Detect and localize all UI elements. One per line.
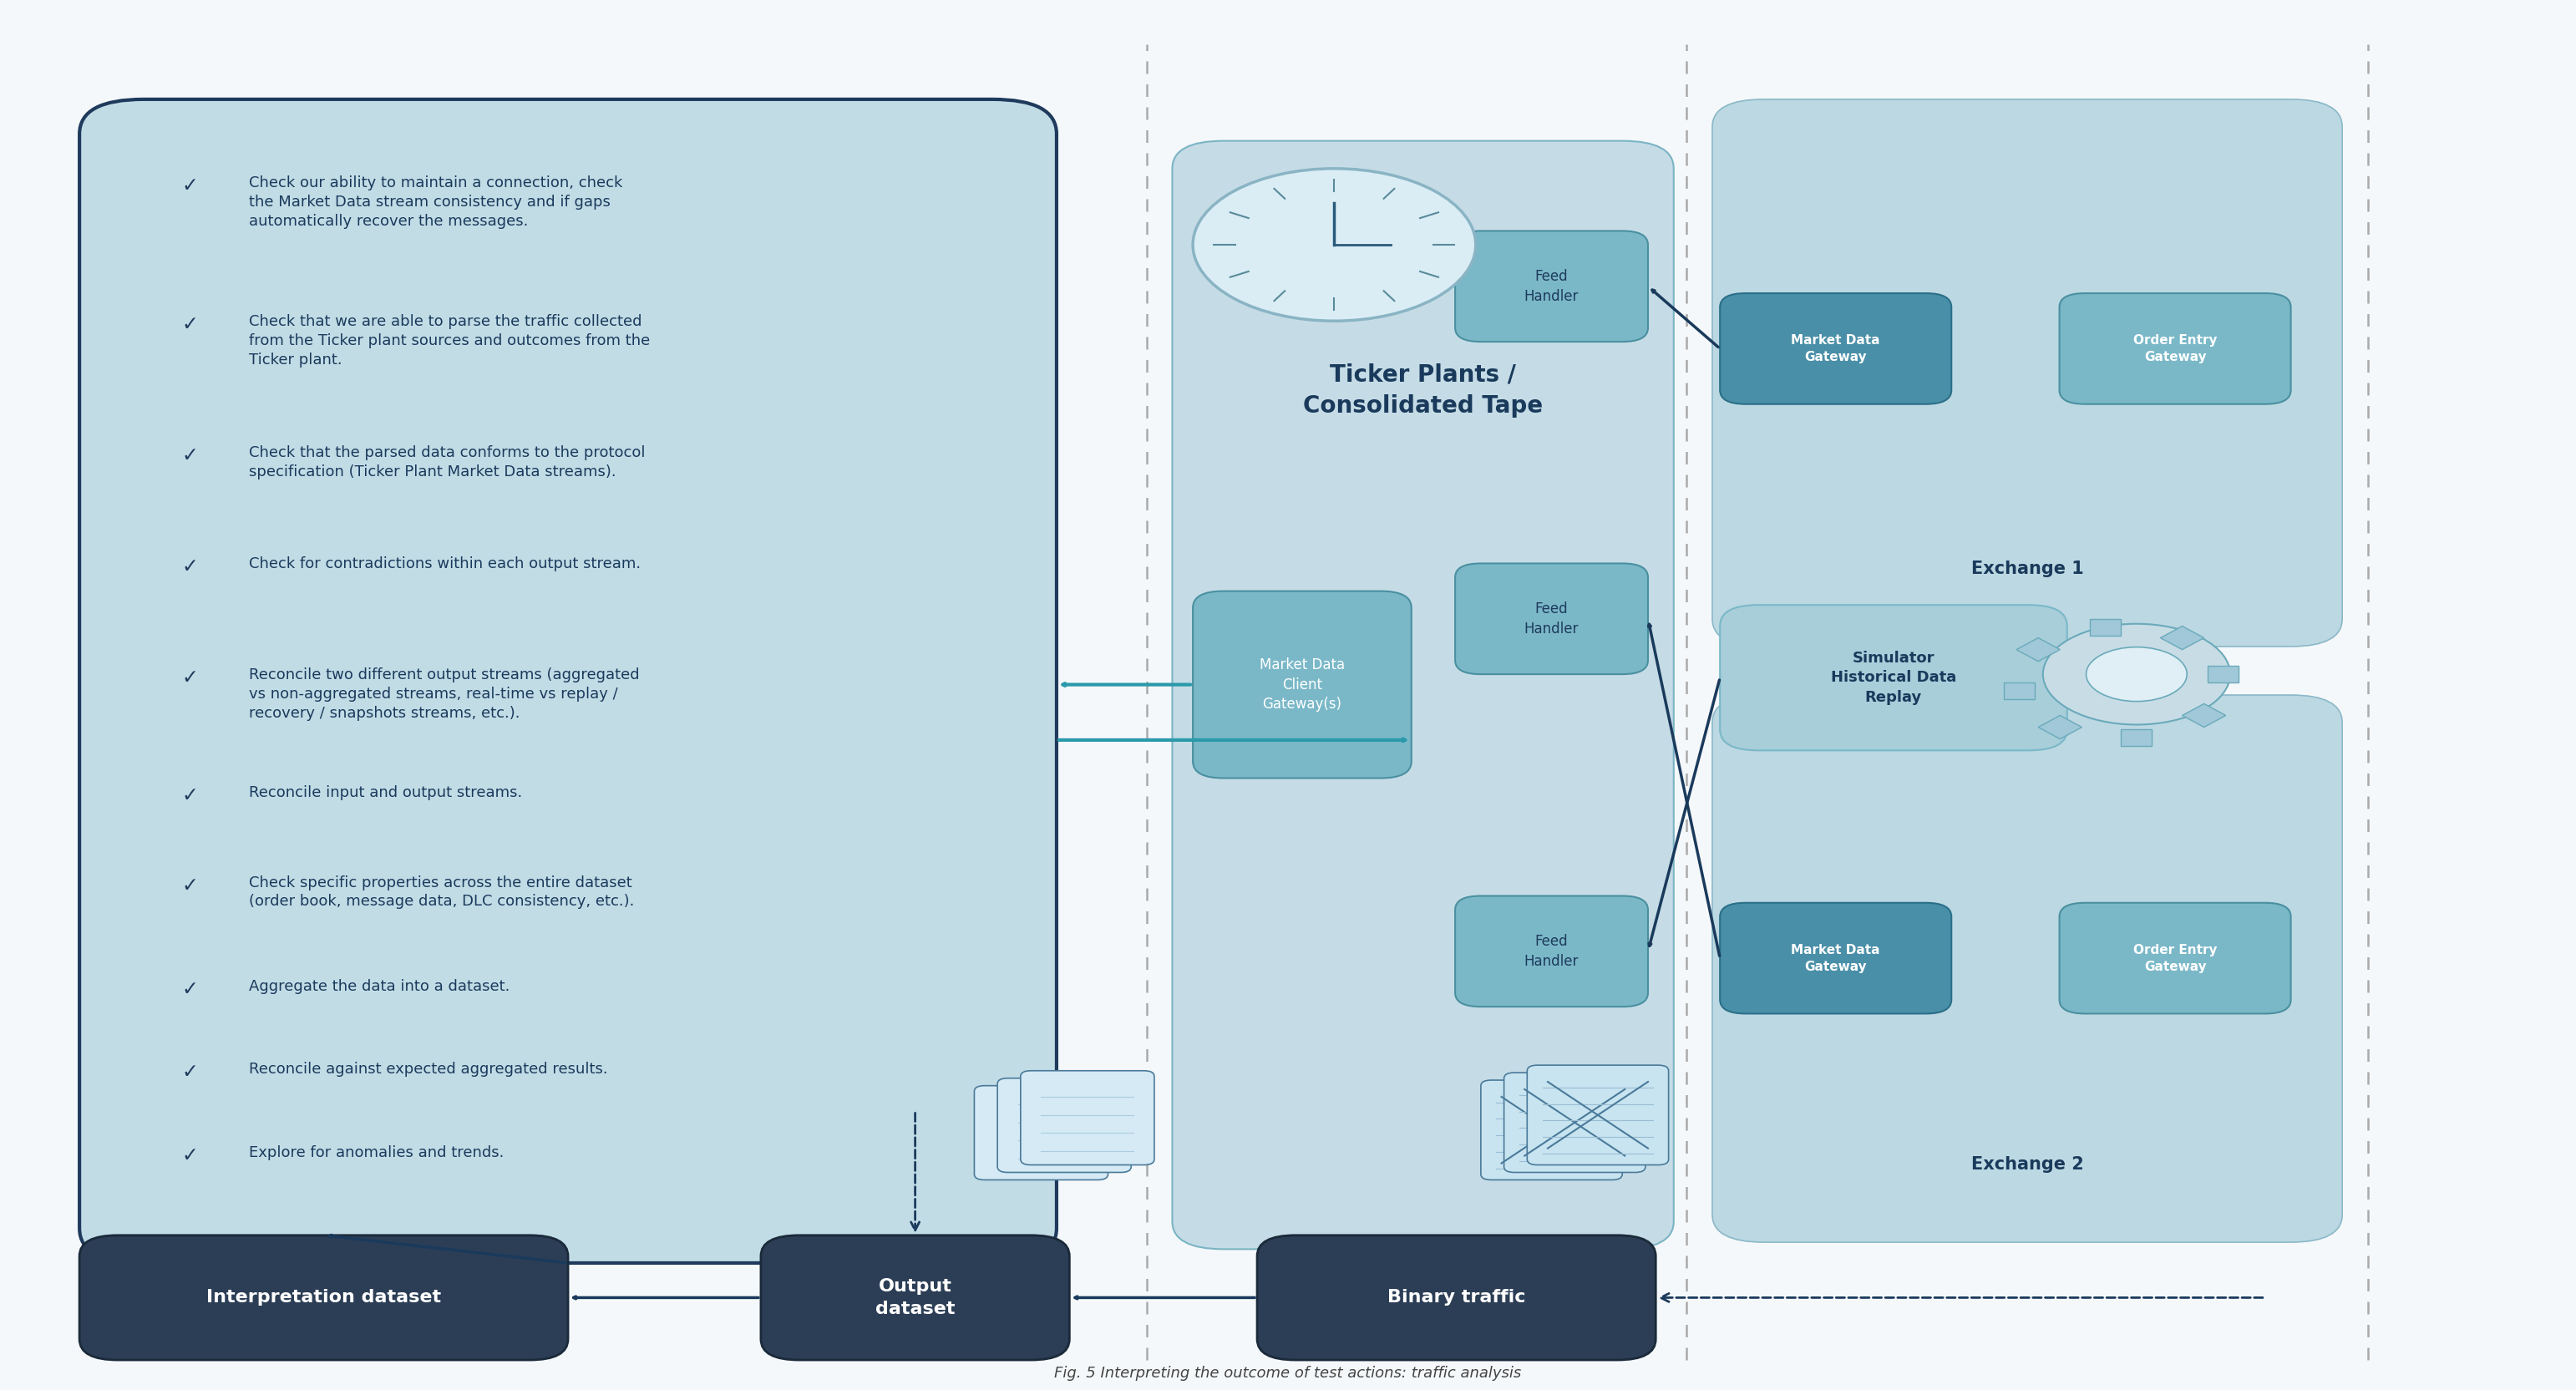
Text: Aggregate the data into a dataset.: Aggregate the data into a dataset. xyxy=(250,979,510,994)
Text: ✓: ✓ xyxy=(183,1145,198,1165)
Bar xyxy=(2004,682,2035,699)
Text: Ticker Plants /
Consolidated Tape: Ticker Plants / Consolidated Tape xyxy=(1303,363,1543,417)
Bar xyxy=(2182,703,2226,727)
FancyBboxPatch shape xyxy=(1481,1080,1623,1180)
Text: Fig. 5 Interpreting the outcome of test actions: traffic analysis: Fig. 5 Interpreting the outcome of test … xyxy=(1054,1366,1522,1380)
Text: ✓: ✓ xyxy=(183,979,198,999)
FancyBboxPatch shape xyxy=(760,1236,1069,1359)
Text: Output
dataset: Output dataset xyxy=(876,1279,956,1316)
FancyBboxPatch shape xyxy=(1713,695,2342,1243)
Text: ✓: ✓ xyxy=(183,446,198,466)
FancyBboxPatch shape xyxy=(1257,1236,1656,1359)
Text: Reconcile input and output streams.: Reconcile input and output streams. xyxy=(250,785,523,801)
Circle shape xyxy=(2087,648,2187,702)
FancyBboxPatch shape xyxy=(1193,591,1412,778)
Text: Check specific properties across the entire dataset
(order book, message data, D: Check specific properties across the ent… xyxy=(250,876,634,909)
FancyBboxPatch shape xyxy=(1504,1073,1646,1172)
FancyBboxPatch shape xyxy=(2058,293,2290,404)
Text: Check for contradictions within each output stream.: Check for contradictions within each out… xyxy=(250,556,641,571)
Circle shape xyxy=(1193,168,1476,321)
Bar xyxy=(2120,730,2151,745)
Text: Order Entry
Gateway: Order Entry Gateway xyxy=(2133,944,2218,973)
Bar xyxy=(2208,666,2239,682)
Text: Reconcile against expected aggregated results.: Reconcile against expected aggregated re… xyxy=(250,1062,608,1077)
Text: ✓: ✓ xyxy=(183,175,198,196)
FancyBboxPatch shape xyxy=(1020,1070,1154,1165)
Bar xyxy=(2038,716,2081,739)
FancyBboxPatch shape xyxy=(2058,902,2290,1013)
Text: Feed
Handler: Feed Handler xyxy=(1525,934,1579,969)
FancyBboxPatch shape xyxy=(1721,293,1953,404)
FancyBboxPatch shape xyxy=(1721,902,1953,1013)
Bar xyxy=(2161,626,2205,649)
Text: ✓: ✓ xyxy=(183,667,198,687)
FancyBboxPatch shape xyxy=(1455,231,1649,342)
FancyBboxPatch shape xyxy=(974,1086,1108,1180)
Text: Reconcile two different output streams (aggregated
vs non-aggregated streams, re: Reconcile two different output streams (… xyxy=(250,667,639,720)
Text: Market Data
Gateway: Market Data Gateway xyxy=(1790,334,1880,363)
FancyBboxPatch shape xyxy=(80,99,1056,1264)
Text: ✓: ✓ xyxy=(183,785,198,805)
Text: Simulator
Historical Data
Replay: Simulator Historical Data Replay xyxy=(1832,651,1955,705)
FancyBboxPatch shape xyxy=(1172,140,1674,1250)
Text: Exchange 1: Exchange 1 xyxy=(1971,560,2084,577)
Text: Interpretation dataset: Interpretation dataset xyxy=(206,1290,440,1307)
Bar xyxy=(2017,638,2061,662)
Text: Feed
Handler: Feed Handler xyxy=(1525,268,1579,303)
FancyBboxPatch shape xyxy=(1528,1065,1669,1165)
FancyBboxPatch shape xyxy=(1721,605,2066,751)
FancyBboxPatch shape xyxy=(1455,563,1649,674)
Text: Explore for anomalies and trends.: Explore for anomalies and trends. xyxy=(250,1145,505,1161)
FancyBboxPatch shape xyxy=(1455,897,1649,1006)
Bar xyxy=(2089,620,2120,637)
Text: Binary traffic: Binary traffic xyxy=(1388,1290,1525,1307)
FancyBboxPatch shape xyxy=(1713,99,2342,646)
Text: ✓: ✓ xyxy=(183,556,198,577)
Text: Market Data
Client
Gateway(s): Market Data Client Gateway(s) xyxy=(1260,657,1345,712)
Text: Exchange 2: Exchange 2 xyxy=(1971,1156,2084,1173)
Text: Check that we are able to parse the traffic collected
from the Ticker plant sour: Check that we are able to parse the traf… xyxy=(250,314,649,367)
Text: ✓: ✓ xyxy=(183,1062,198,1083)
Text: Feed
Handler: Feed Handler xyxy=(1525,602,1579,637)
Text: Check our ability to maintain a connection, check
the Market Data stream consist: Check our ability to maintain a connecti… xyxy=(250,175,623,229)
Circle shape xyxy=(2043,624,2231,724)
Text: Market Data
Gateway: Market Data Gateway xyxy=(1790,944,1880,973)
FancyBboxPatch shape xyxy=(997,1079,1131,1172)
FancyBboxPatch shape xyxy=(80,1236,569,1359)
Text: Check that the parsed data conforms to the protocol
specification (Ticker Plant : Check that the parsed data conforms to t… xyxy=(250,446,647,480)
Text: ✓: ✓ xyxy=(183,876,198,895)
Text: Order Entry
Gateway: Order Entry Gateway xyxy=(2133,334,2218,363)
Text: ✓: ✓ xyxy=(183,314,198,334)
